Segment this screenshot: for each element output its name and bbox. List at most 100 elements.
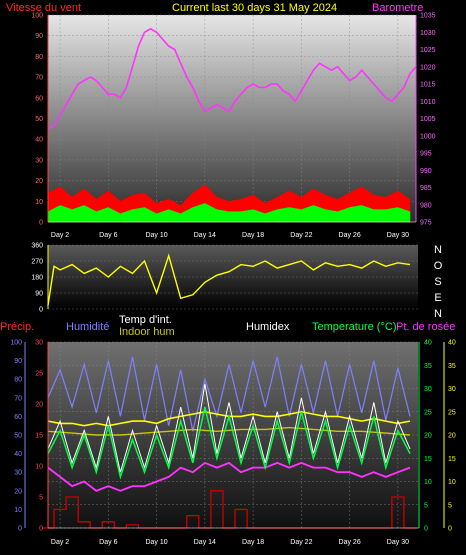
baro-tick-label: 980 [420,202,432,209]
temp-tick-label: 0 [424,526,428,533]
humidity-tick-label: 20 [14,488,22,495]
day-tick-label: Day 22 [290,539,312,546]
baro-tick-label: 985 [420,185,432,192]
temp-int-tick-label: 0 [448,526,452,533]
precip-label: Précip. [0,321,34,333]
direction-tick-label: 360 [31,243,43,250]
baro-tick-label: 1015 [420,82,436,89]
humidity-tick-label: 0 [18,526,22,533]
temperature-series [47,406,411,480]
baro-tick-label: 990 [420,168,432,175]
humidity-series [47,356,411,432]
wind-tick-label: 40 [35,137,43,144]
temp-int-tick-label: 30 [448,386,456,393]
period-title: Current last 30 days 31 May 2024 [172,2,337,14]
precip-tick-label: 0 [39,526,43,533]
indoor-hum-series [47,426,411,436]
direction-axes: 0 90 180 270 360 [31,243,49,314]
humidity-tick-label: 40 [14,451,22,458]
day-tick-label: Day 6 [99,539,117,546]
temp-tick-label: 20 [424,433,432,440]
wind-tick-label: 80 [35,54,43,61]
dewpoint-series [47,461,411,492]
day-tick-label: Day 26 [339,232,361,239]
precip-tick-label: 10 [35,464,43,471]
precip-tick-label: 5 [39,495,43,502]
day-tick-label: Day 18 [242,539,264,546]
wind-series [47,203,411,223]
precip-tick-label: 25 [35,371,43,378]
humidity-tick-label: 50 [14,433,22,440]
humidity-tick-label: 80 [14,377,22,384]
humidity-tick-label: 90 [14,358,22,365]
indoor-hum-label: Indoor hum [119,326,175,338]
day-tick-label: Day 10 [145,539,167,546]
humidity-tick-label: 70 [14,395,22,402]
direction-grid [48,244,418,310]
dewpoint-label: Pt. de rosée [396,321,455,333]
day-tick-label: Day 2 [51,232,69,239]
baro-tick-label: 995 [420,151,432,158]
humidity-tick-label: 100 [10,340,22,347]
baro-tick-label: 1030 [420,30,436,37]
wind-tick-label: 90 [35,33,43,40]
day-tick-label: Day 6 [99,232,117,239]
wind-tick-label: 10 [35,199,43,206]
direction-tick-label: 0 [39,307,43,314]
temp-int-tick-label: 20 [448,433,456,440]
wind-tick-label: 20 [35,178,43,185]
humidex-label: Humidex [246,321,290,333]
temperature-axes: 0 10 20 30 40 50 60 70 80 90 100 0 5 10 15 20 25 30 0 0 5 5 10… [10,340,456,547]
wind-tick-label: 30 [35,157,43,164]
temp-int-tick-label: 10 [448,479,456,486]
wind-tick-label: 50 [35,116,43,123]
temp-int-label: Temp d'int. [119,314,172,326]
compass-letter: N [434,308,442,320]
day-tick-label: Day 14 [194,539,216,546]
wind-tick-label: 70 [35,75,43,82]
barometer-series [47,27,417,130]
barometer-title: Barometre [372,2,423,14]
precip-tick-label: 20 [35,402,43,409]
wind-pressure-axes: 0102030405060708090100975980985990995100… [31,13,435,240]
temp-tick-label: 25 [424,409,432,416]
temp-tick-label: 15 [424,456,432,463]
wind-pressure-series [47,27,417,223]
humidity-tick-label: 10 [14,507,22,514]
day-tick-label: Day 10 [145,232,167,239]
wind-tick-label: 0 [39,220,43,227]
day-tick-label: Day 18 [242,232,264,239]
temp-int-tick-label: 40 [448,340,456,347]
wind-tick-label: 100 [31,13,43,20]
day-tick-label: Day 30 [387,232,409,239]
temp-int-tick-label: 35 [448,363,456,370]
compass-letter: N [434,244,442,256]
direction-tick-label: 180 [31,275,43,282]
compass-letter: S [434,276,441,288]
temp-tick-label: 5 [424,502,428,509]
temperature-label: Temperature (°C) [312,321,396,333]
compass-letter: O [434,260,443,272]
temp-tick-label: 35 [424,363,432,370]
temp-int-tick-label: 15 [448,456,456,463]
day-tick-label: Day 14 [194,232,216,239]
baro-tick-label: 1025 [420,47,436,54]
baro-tick-label: 975 [420,220,432,227]
baro-tick-label: 1035 [420,13,436,20]
compass-letter: E [434,292,441,304]
direction-series [47,253,411,306]
day-tick-label: Day 26 [339,539,361,546]
wind-tick-label: 60 [35,95,43,102]
temp-int-tick-label: 25 [448,409,456,416]
day-tick-label: Day 2 [51,539,69,546]
direction-tick-label: 90 [35,291,43,298]
day-tick-label: Day 22 [290,232,312,239]
humidex-series [47,383,411,473]
direction-tick-label: 270 [31,259,43,266]
baro-tick-label: 1005 [420,116,436,123]
temp-tick-label: 10 [424,479,432,486]
humidity-tick-label: 60 [14,414,22,421]
baro-tick-label: 1020 [420,64,436,71]
